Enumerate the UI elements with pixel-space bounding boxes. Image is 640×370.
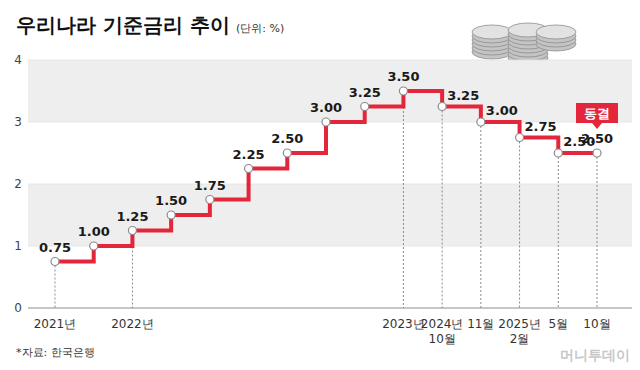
point-marker <box>554 149 562 157</box>
rate-line <box>55 91 597 262</box>
subtitle: (단위: %) <box>236 22 284 35</box>
annotation: 동결 <box>576 103 618 129</box>
source: *자료: 한국은행 <box>16 346 95 359</box>
point-marker <box>322 118 330 126</box>
data-label: 1.50 <box>155 193 187 208</box>
grid-band <box>28 184 632 246</box>
data-label: 2.25 <box>233 147 265 162</box>
grid-line <box>28 308 632 309</box>
y-tick-label: 4 <box>14 53 22 67</box>
point-marker <box>283 149 291 157</box>
grid-line <box>28 60 632 61</box>
data-label: 3.50 <box>387 69 419 84</box>
x-tick-label: 2022년 <box>111 317 154 331</box>
data-label: 2.50 <box>271 131 303 146</box>
grid-line <box>28 184 632 185</box>
drop-line <box>519 138 520 309</box>
data-label: 2.75 <box>525 119 557 134</box>
data-label: 0.75 <box>39 240 71 255</box>
data-label: 1.75 <box>194 178 226 193</box>
drop-line <box>55 262 56 309</box>
x-tick-label-line: 11월 <box>467 317 494 331</box>
y-tick-label: 2 <box>14 177 22 191</box>
data-label: 2.50 <box>581 131 613 146</box>
x-tick-label-line: 5월 <box>548 317 568 331</box>
drop-line <box>403 91 404 308</box>
x-tick-label-line: 2022년 <box>111 317 154 331</box>
annotation-pointer <box>592 123 602 129</box>
x-tick-label-line: 2021년 <box>34 317 77 331</box>
point-marker <box>51 258 59 266</box>
coins-icon <box>472 23 576 65</box>
point-marker <box>399 87 407 95</box>
point-marker <box>438 103 446 111</box>
annotation-text: 동결 <box>584 106 610 121</box>
point-marker <box>90 242 98 250</box>
x-tick-label: 2023년 <box>382 317 425 331</box>
x-tick-label: 2024년10월 <box>421 317 464 346</box>
data-label: 3.00 <box>310 100 342 115</box>
point-marker <box>361 103 369 111</box>
axis-line <box>28 308 632 309</box>
title: 우리나라 기준금리 추이 <box>16 13 230 37</box>
point-marker <box>128 227 136 235</box>
annotation-box <box>576 103 618 123</box>
data-label: 3.25 <box>447 88 479 103</box>
credit: 머니투데이 <box>560 347 630 363</box>
x-tick-label: 5월 <box>548 317 568 331</box>
x-tick-label-line: 2월 <box>510 332 530 346</box>
x-tick-label: 10월 <box>583 317 610 331</box>
point-marker <box>516 134 524 142</box>
data-label: 3.25 <box>349 85 381 100</box>
point-marker <box>593 149 601 157</box>
data-label: 1.25 <box>116 209 148 224</box>
point-marker <box>245 165 253 173</box>
drop-line <box>558 153 559 308</box>
x-tick-label: 11월 <box>467 317 494 331</box>
point-marker <box>167 211 175 219</box>
drop-line <box>480 122 481 308</box>
x-tick-label-line: 2025년 <box>498 317 541 331</box>
y-tick-label: 3 <box>14 115 22 129</box>
point-marker <box>477 118 485 126</box>
x-tick-label-line: 2023년 <box>382 317 425 331</box>
x-tick-label-line: 2024년 <box>421 317 464 331</box>
x-tick-label-line: 10월 <box>429 332 456 346</box>
x-tick-label: 2025년2월 <box>498 317 541 346</box>
data-label: 1.00 <box>78 224 110 239</box>
coin <box>472 25 512 39</box>
drop-line <box>442 107 443 309</box>
point-marker <box>206 196 214 204</box>
data-label: 3.00 <box>486 103 518 118</box>
plot-area <box>51 87 601 266</box>
x-tick-label: 2021년 <box>34 317 77 331</box>
y-tick-label: 1 <box>14 239 22 253</box>
x-tick-label-line: 10월 <box>583 317 610 331</box>
chart: 우리나라 기준금리 추이(단위: %)012342021년2022년2023년2… <box>0 0 640 370</box>
coin <box>536 25 576 39</box>
grid-band <box>28 60 632 122</box>
y-tick-label: 0 <box>14 301 22 315</box>
drop-line <box>597 153 598 308</box>
